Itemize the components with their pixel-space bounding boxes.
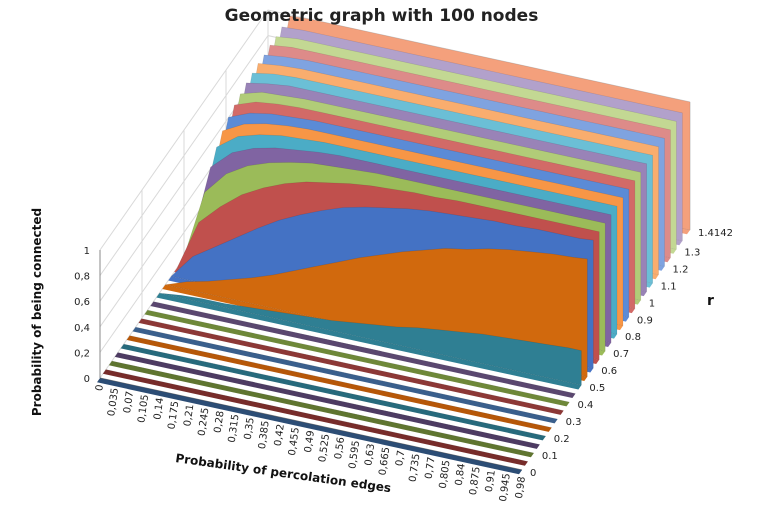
x-tick-label: 0,56 — [333, 436, 347, 460]
series-base — [150, 301, 576, 398]
series-area — [141, 318, 564, 411]
y-tick-label: 0,8 — [74, 272, 90, 283]
x-tick-label: 0,595 — [347, 440, 362, 470]
x-tick-label: 0,49 — [303, 430, 317, 454]
z-tick-label: 0 — [530, 468, 536, 479]
series-area — [99, 377, 523, 471]
chart-title: Geometric graph with 100 nodes — [224, 6, 539, 26]
z-axis-ticks: 0 0.1 0.2 0.3 0.4 0.5 0.6 0.7 0.8 0.9 1 1.1 1.2 1.3 1.… — [530, 228, 733, 479]
x-tick-label: 0,14 — [152, 397, 166, 421]
x-tick-label: 0,07 — [122, 390, 136, 414]
x-tick-label: 0,42 — [273, 423, 287, 447]
z-tick-label: 0.3 — [566, 417, 582, 428]
series-base — [97, 378, 522, 475]
x-tick-label: 0,455 — [287, 427, 302, 457]
z-tick-label: 1.3 — [684, 247, 700, 258]
x-tick-label: 0 — [94, 384, 106, 392]
z-tick-label: 1.1 — [661, 281, 677, 292]
x-tick-label: 0,945 — [498, 473, 513, 503]
x-tick-label: 0,7 — [394, 450, 407, 467]
series-area — [117, 352, 540, 445]
z-tick-label: 0.7 — [613, 349, 629, 360]
series-area — [159, 292, 582, 386]
y-axis-ticks: 0 0,2 0,4 0,6 0,8 1 — [74, 246, 90, 385]
x-tick-label: 0,35 — [243, 417, 257, 441]
x-tick-label: 0,91 — [484, 469, 498, 493]
y-tick-label: 1 — [84, 246, 90, 257]
x-tick-label: 0,735 — [408, 453, 423, 483]
y-tick-label: 0,4 — [74, 323, 90, 334]
z-tick-label: 0.9 — [637, 315, 653, 326]
z-tick-label: 0.4 — [578, 400, 594, 411]
y-axis-title: Probability of being connected — [30, 208, 44, 416]
series-base — [102, 369, 528, 466]
x-tick-label: 0,63 — [363, 443, 377, 467]
series-area — [105, 369, 528, 462]
x-tick-label: 0,875 — [468, 466, 483, 496]
series-base — [126, 335, 552, 432]
z-tick-label: 0.6 — [601, 366, 617, 377]
x-axis-ticks: 0 0,035 0,07 0,105 0,14 0,175 0,21 0,245 0,28 0,3… — [94, 384, 528, 503]
x-tick-label: 0,105 — [136, 394, 151, 424]
x-tick-label: 0,84 — [454, 463, 468, 487]
z-tick-label: 1 — [649, 298, 655, 309]
z-tick-label: 0.1 — [542, 451, 558, 462]
x-tick-label: 0,28 — [213, 410, 227, 434]
series-base — [138, 318, 564, 415]
series-area — [111, 360, 534, 454]
series-base — [132, 327, 558, 424]
x-tick-label: 0,665 — [377, 446, 392, 476]
series-base — [120, 344, 546, 441]
series-area — [147, 309, 570, 403]
z-tick-label: 0.2 — [554, 434, 570, 445]
z-tick-label: 1.4142 — [698, 228, 733, 239]
series-area — [135, 326, 558, 420]
x-tick-label: 0,315 — [227, 413, 242, 443]
series-base — [114, 352, 540, 449]
y-tick-label: 0,6 — [74, 297, 90, 308]
series-base — [108, 361, 534, 458]
x-tick-label: 0,245 — [197, 407, 212, 437]
x-tick-label: 0,805 — [438, 459, 453, 489]
series-base — [144, 310, 570, 407]
x-tick-label: 0,385 — [257, 420, 272, 450]
x-tick-label: 0,98 — [514, 476, 528, 500]
x-tick-label: 0,21 — [182, 404, 196, 428]
series-area — [129, 335, 552, 428]
x-tick-label: 0,77 — [424, 456, 438, 480]
x-tick-label: 0,175 — [166, 400, 181, 430]
z-tick-label: 0.8 — [625, 332, 641, 343]
x-tick-label: 0,525 — [317, 433, 332, 463]
y-tick-label: 0 — [84, 374, 90, 385]
series-area — [153, 301, 576, 394]
y-tick-label: 0,2 — [74, 348, 90, 359]
x-tick-label: 0,035 — [106, 387, 121, 417]
series-area — [123, 343, 546, 437]
z-axis-title: r — [707, 293, 714, 309]
series-base — [156, 293, 582, 390]
z-tick-label: 0.5 — [589, 383, 605, 394]
z-tick-label: 1.2 — [673, 264, 689, 275]
chart-series — [97, 15, 691, 475]
